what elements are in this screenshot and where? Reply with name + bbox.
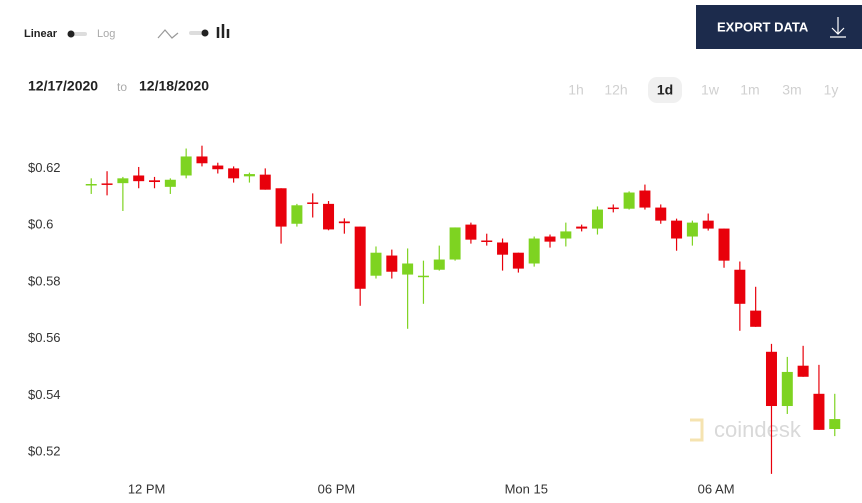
- y-tick-label: $0.54: [28, 387, 61, 402]
- export-button[interactable]: EXPORT DATA: [696, 5, 862, 49]
- candle-body: [465, 224, 477, 240]
- candle-body: [813, 393, 825, 430]
- candle-body: [560, 231, 572, 239]
- toggle-knob: [201, 29, 209, 37]
- y-tick-label: $0.6: [28, 217, 53, 232]
- candle-body: [85, 184, 97, 186]
- toggle-knob: [67, 30, 75, 38]
- candle-body: [417, 275, 429, 278]
- candle-body: [607, 207, 619, 210]
- range-button[interactable]: 12h: [604, 82, 627, 98]
- candle-body: [623, 192, 635, 209]
- candle-body: [512, 252, 524, 269]
- download-icon: [830, 17, 846, 38]
- y-tick-label: $0.58: [28, 273, 61, 288]
- candle-body: [133, 175, 145, 182]
- candle-body: [765, 351, 777, 407]
- candle-body: [149, 180, 161, 183]
- candle-body: [243, 174, 255, 177]
- candle-body: [275, 188, 287, 227]
- candle-body: [228, 168, 240, 179]
- candle-body: [164, 179, 176, 187]
- candle-body: [338, 221, 350, 224]
- candle-body: [718, 228, 730, 261]
- candle-icon: [216, 24, 230, 38]
- candle-body: [797, 365, 809, 377]
- y-tick-label: $0.56: [28, 330, 61, 345]
- range-button[interactable]: 1h: [568, 82, 584, 98]
- range-button[interactable]: 1m: [740, 82, 759, 98]
- x-tick-label: 06 PM: [318, 481, 356, 496]
- x-tick-label: 12 PM: [128, 481, 166, 496]
- plot: $0.52 $0.54 $0.56 $0.58 $0.6 $0.62 12 PM 06 PM M…: [28, 145, 841, 496]
- candle-body: [497, 242, 509, 255]
- candle-body: [576, 226, 588, 229]
- date-to[interactable]: 12/18/2020: [139, 78, 209, 94]
- candle-body: [291, 205, 303, 224]
- export-bg[interactable]: [696, 5, 862, 49]
- range-active-bg[interactable]: [648, 77, 682, 103]
- candle-body: [544, 236, 556, 242]
- date-to-word: to: [117, 80, 127, 94]
- y-tick-label: $0.52: [28, 444, 61, 459]
- candle-body: [591, 209, 603, 229]
- candle-body: [370, 252, 382, 276]
- candle-body: [528, 238, 540, 264]
- candle-body: [402, 263, 414, 275]
- scale-toggle[interactable]: Linear Log: [24, 28, 115, 40]
- chart-style-toggle[interactable]: [157, 24, 230, 39]
- watermark-logo: [690, 418, 704, 442]
- range-button[interactable]: 1y: [824, 82, 839, 98]
- candle-body: [433, 259, 445, 270]
- export-label[interactable]: EXPORT DATA: [717, 19, 809, 34]
- candle-body: [307, 202, 319, 204]
- x-tick-label: Mon 15: [505, 481, 548, 496]
- candle-body: [702, 220, 714, 229]
- candle-body: [829, 419, 841, 430]
- candle-body: [750, 310, 762, 327]
- candle-body: [449, 227, 461, 260]
- candle-body: [481, 240, 493, 242]
- candle-body: [671, 220, 683, 239]
- candle-body: [196, 156, 208, 164]
- candle-body: [655, 207, 667, 221]
- y-tick-label: $0.62: [28, 160, 61, 175]
- candle-body: [734, 269, 746, 304]
- x-tick-label: 06 AM: [698, 481, 735, 496]
- range-button[interactable]: 1d: [657, 82, 673, 98]
- candle-body: [386, 255, 398, 272]
- range-buttons: 1h 12h 1d 1w 1m 3m 1y: [568, 77, 838, 103]
- watermark-text: coindesk: [714, 417, 802, 442]
- range-button[interactable]: 3m: [782, 82, 801, 98]
- line-icon: [157, 29, 179, 39]
- watermark: coindesk: [690, 417, 802, 442]
- candle-body: [101, 183, 113, 185]
- candle-body: [212, 165, 224, 170]
- candle-body: [180, 156, 192, 176]
- candle-body: [323, 203, 335, 230]
- candle-body: [639, 190, 651, 208]
- date-from[interactable]: 12/17/2020: [28, 78, 98, 94]
- candle-body: [117, 178, 129, 184]
- candle-body: [781, 371, 793, 407]
- candle-body: [354, 226, 366, 289]
- linear-label[interactable]: Linear: [24, 28, 58, 40]
- range-button[interactable]: 1w: [701, 82, 720, 98]
- log-label[interactable]: Log: [97, 28, 115, 40]
- candle-body: [259, 174, 271, 190]
- candle-body: [686, 222, 698, 237]
